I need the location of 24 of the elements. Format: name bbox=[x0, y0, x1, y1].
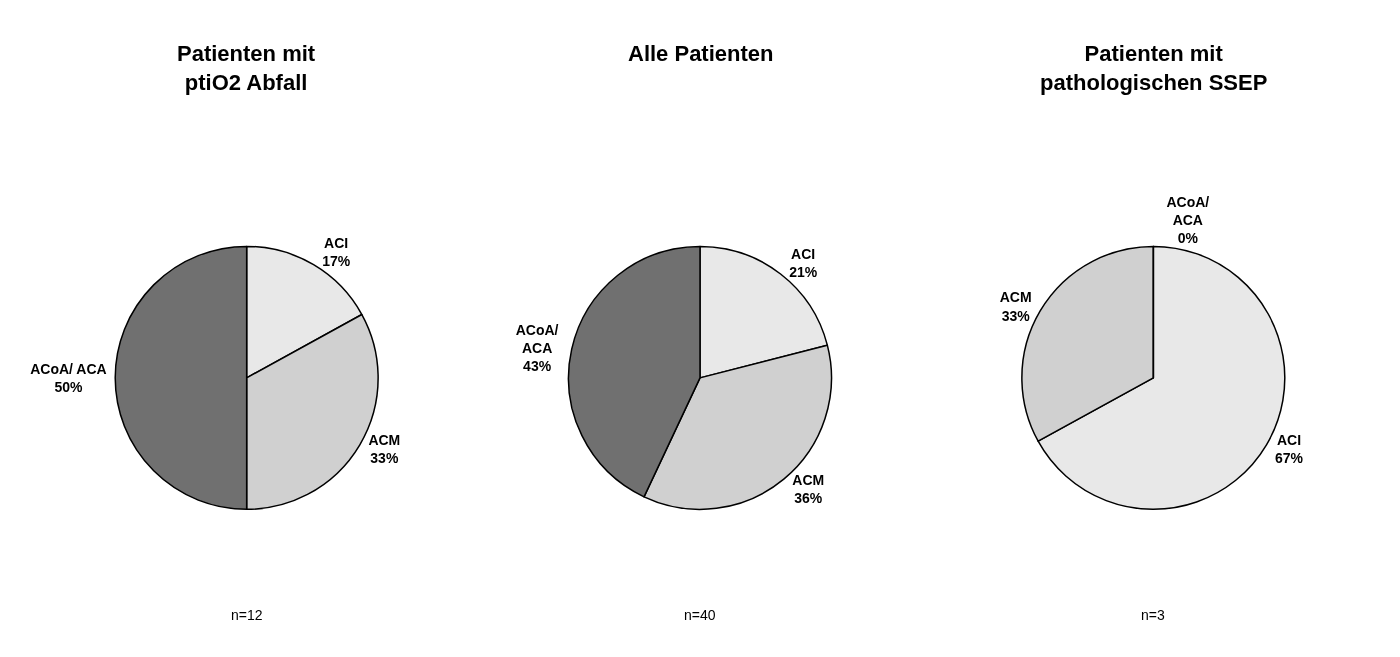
slice-label: ACoA/ ACA bbox=[515, 321, 559, 356]
data-label: 17% bbox=[322, 253, 351, 270]
data-label: 33% bbox=[370, 450, 399, 467]
text: 0% bbox=[1177, 230, 1198, 247]
text: n=3 bbox=[1141, 607, 1165, 623]
data-label: 67% bbox=[1275, 450, 1304, 467]
slice-label: ACM bbox=[999, 289, 1032, 306]
data-label: 21% bbox=[789, 264, 818, 281]
slice-label: ACoA/ ACA bbox=[30, 360, 107, 377]
slice-label: ACI bbox=[1277, 432, 1302, 449]
data-label: 50% bbox=[54, 378, 83, 395]
category-label: ACoA/ ACA bbox=[1166, 193, 1210, 229]
slice-label: ACI bbox=[324, 234, 349, 251]
slice-label: ACM bbox=[368, 432, 401, 449]
text: n=12 bbox=[231, 607, 263, 623]
data-label: 43% bbox=[523, 358, 552, 375]
data-label: 36% bbox=[794, 490, 823, 507]
chart-title: Patienten mit ptiO2 Abfall bbox=[177, 41, 316, 95]
chart-title: Alle Patienten bbox=[628, 41, 774, 66]
slice-label: ACI bbox=[791, 246, 816, 263]
data-label: 33% bbox=[1001, 307, 1031, 324]
slice-label: ACM bbox=[792, 472, 825, 489]
chart-title: Patienten mit pathologischen SSEP bbox=[1040, 41, 1268, 95]
text: n=40 bbox=[684, 607, 716, 623]
